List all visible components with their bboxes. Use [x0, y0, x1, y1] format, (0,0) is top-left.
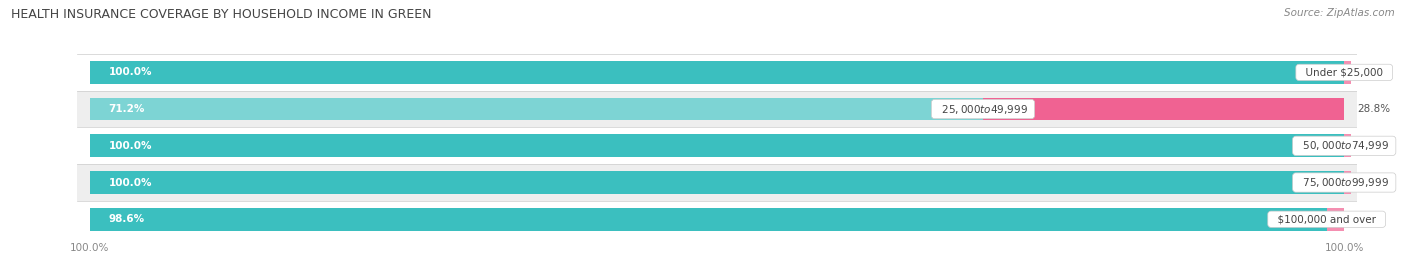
- Bar: [90, 61, 1344, 84]
- Text: 0.0%: 0.0%: [1362, 177, 1389, 188]
- Bar: [77, 54, 1357, 91]
- Bar: [90, 208, 1327, 231]
- Text: HEALTH INSURANCE COVERAGE BY HOUSEHOLD INCOME IN GREEN: HEALTH INSURANCE COVERAGE BY HOUSEHOLD I…: [11, 8, 432, 21]
- Bar: [77, 201, 1357, 238]
- Bar: [90, 134, 1344, 157]
- Text: 28.8%: 28.8%: [1357, 104, 1391, 114]
- Bar: [1344, 171, 1351, 194]
- Text: $100,000 and over: $100,000 and over: [1271, 214, 1382, 224]
- Bar: [77, 91, 1357, 127]
- Text: 100.0%: 100.0%: [108, 141, 152, 151]
- Text: $75,000 to $99,999: $75,000 to $99,999: [1296, 176, 1393, 189]
- Bar: [983, 98, 1344, 120]
- Text: 1.4%: 1.4%: [1357, 214, 1384, 224]
- Bar: [1344, 61, 1351, 84]
- Text: 100.0%: 100.0%: [108, 67, 152, 77]
- Bar: [1327, 208, 1344, 231]
- Text: 0.0%: 0.0%: [1362, 67, 1389, 77]
- Text: 0.0%: 0.0%: [1362, 141, 1389, 151]
- Bar: [90, 98, 983, 120]
- Text: $25,000 to $49,999: $25,000 to $49,999: [935, 103, 1032, 116]
- Bar: [90, 171, 1344, 194]
- Text: Under $25,000: Under $25,000: [1299, 67, 1389, 77]
- Bar: [77, 127, 1357, 164]
- Text: 100.0%: 100.0%: [108, 177, 152, 188]
- Text: Source: ZipAtlas.com: Source: ZipAtlas.com: [1284, 8, 1395, 18]
- Bar: [1344, 134, 1351, 157]
- Text: $50,000 to $74,999: $50,000 to $74,999: [1296, 139, 1393, 152]
- Text: 98.6%: 98.6%: [108, 214, 145, 224]
- Bar: [77, 164, 1357, 201]
- Text: 71.2%: 71.2%: [108, 104, 145, 114]
